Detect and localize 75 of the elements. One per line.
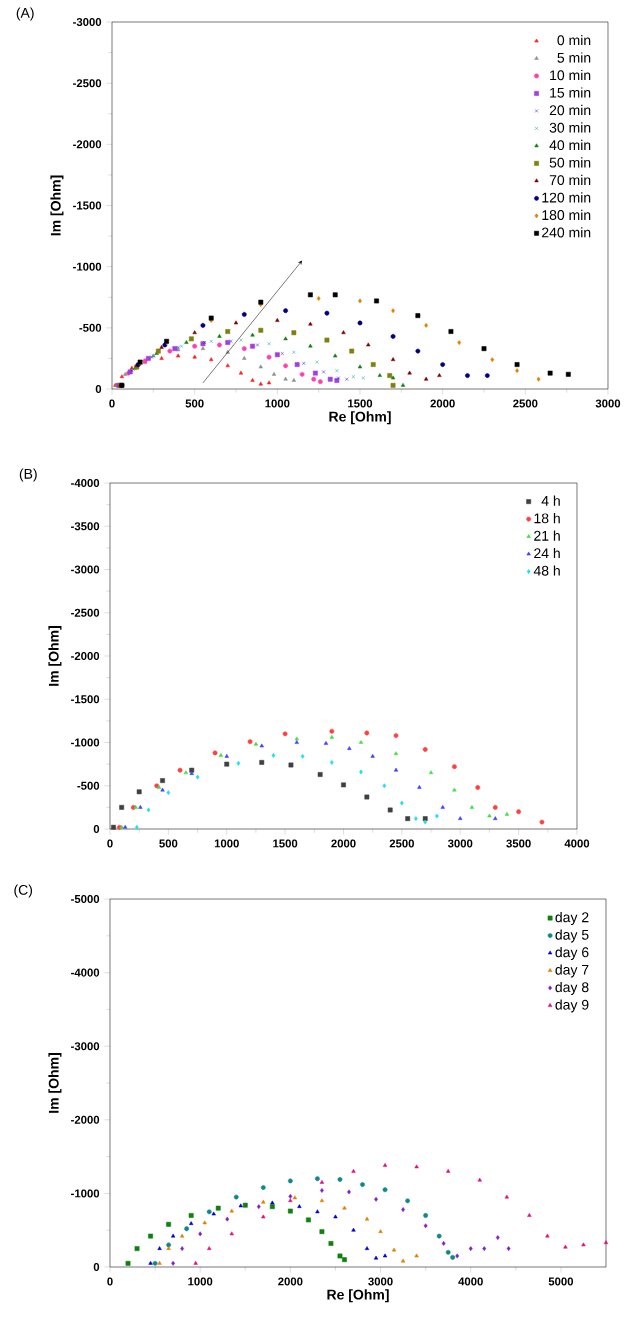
legend-label: day 2 bbox=[555, 911, 589, 926]
x-tick-label: 2000 bbox=[430, 399, 455, 408]
legend-label: 50 min bbox=[549, 157, 591, 168]
y-axis-title: Im [Ohm] bbox=[48, 626, 62, 686]
legend-label: 15 min bbox=[550, 87, 591, 98]
legend-label: 21 h bbox=[534, 530, 560, 541]
legend-label: day 7 bbox=[555, 964, 589, 978]
y-tick-label: -3000 bbox=[71, 1042, 100, 1051]
x-tick-label: 4000 bbox=[458, 1277, 483, 1286]
y-axis-title: Im [Ohm] bbox=[50, 175, 64, 236]
y-tick-label: -2000 bbox=[73, 140, 102, 149]
y-tick-label: -2500 bbox=[73, 79, 102, 88]
y-tick-label: -4000 bbox=[71, 968, 100, 977]
legend-label: day 5 bbox=[555, 929, 589, 943]
x-tick-label: 0 bbox=[107, 1277, 113, 1286]
x-tick-label: 500 bbox=[159, 839, 178, 848]
x-tick-label: 1500 bbox=[273, 839, 298, 848]
y-tick-label: -500 bbox=[79, 323, 102, 332]
y-tick-label: -1000 bbox=[71, 738, 100, 747]
y-tick-label: -3500 bbox=[71, 522, 100, 531]
chart-title: (A) bbox=[16, 7, 34, 21]
y-tick-label: -3000 bbox=[71, 565, 100, 574]
x-tick-label: 2500 bbox=[513, 399, 538, 408]
y-axis-title: Im [Ohm] bbox=[48, 1053, 62, 1113]
y-tick-label: 0 bbox=[93, 825, 100, 834]
x-axis-title: Re [Ohm] bbox=[329, 411, 391, 425]
legend-label: day 6 bbox=[555, 946, 589, 960]
legend-label: 30 min bbox=[549, 122, 591, 133]
x-tick-label: 1500 bbox=[348, 399, 373, 408]
y-tick-label: -2500 bbox=[71, 608, 100, 617]
x-tick-label: 5000 bbox=[548, 1277, 574, 1286]
legend-label: 120 min bbox=[542, 192, 591, 203]
legend-label: 40 min bbox=[549, 139, 591, 151]
legend-label: 4 h bbox=[541, 495, 560, 506]
x-tick-label: 0 bbox=[107, 839, 113, 848]
x-tick-label: 3000 bbox=[368, 1277, 393, 1286]
y-tick-label: 0 bbox=[93, 1263, 100, 1272]
legend-label: 70 min bbox=[549, 174, 591, 186]
legend-label: day 9 bbox=[555, 999, 589, 1013]
legend-label: 18 h bbox=[534, 513, 560, 524]
x-tick-label: 3000 bbox=[447, 839, 473, 848]
legend-label: 20 min bbox=[549, 104, 591, 116]
x-axis-title: Re [Ohm] bbox=[327, 1289, 389, 1303]
x-tick-label: 0 bbox=[109, 399, 115, 408]
chart-title: (B) bbox=[19, 468, 37, 482]
x-tick-label: 1000 bbox=[265, 399, 290, 408]
y-tick-label: -2000 bbox=[71, 652, 100, 661]
x-tick-label: 4000 bbox=[564, 839, 590, 848]
legend-label: day 8 bbox=[555, 981, 589, 995]
legend-label: 5 min bbox=[557, 52, 591, 63]
y-tick-label: -1500 bbox=[71, 695, 100, 704]
x-tick-label: 2500 bbox=[389, 839, 414, 848]
y-tick-label: -2000 bbox=[71, 1115, 100, 1124]
legend-label: 240 min bbox=[542, 227, 591, 238]
y-tick-label: -3000 bbox=[73, 18, 102, 27]
x-tick-label: 500 bbox=[185, 399, 204, 408]
y-tick-label: -5000 bbox=[71, 895, 100, 904]
x-tick-label: 1000 bbox=[214, 839, 239, 848]
y-tick-label: -4000 bbox=[71, 479, 100, 488]
legend-label: 180 min bbox=[542, 209, 591, 221]
legend-label: 48 h bbox=[533, 565, 560, 576]
y-tick-label: -500 bbox=[77, 781, 100, 790]
x-tick-label: 1000 bbox=[188, 1277, 213, 1286]
legend-label: 0 min bbox=[557, 34, 591, 46]
y-tick-label: 0 bbox=[95, 385, 102, 394]
x-tick-label: 3500 bbox=[506, 839, 531, 848]
x-tick-label: 2000 bbox=[331, 839, 356, 848]
y-tick-label: -1500 bbox=[73, 201, 102, 210]
x-tick-label: 2000 bbox=[278, 1277, 303, 1286]
y-tick-label: -1000 bbox=[71, 1189, 100, 1198]
x-tick-label: 3000 bbox=[595, 399, 621, 408]
legend-label: 24 h bbox=[534, 547, 560, 559]
y-tick-label: -1000 bbox=[73, 262, 102, 271]
chart-title: (C) bbox=[14, 884, 33, 898]
legend-label: 10 min bbox=[550, 69, 591, 81]
